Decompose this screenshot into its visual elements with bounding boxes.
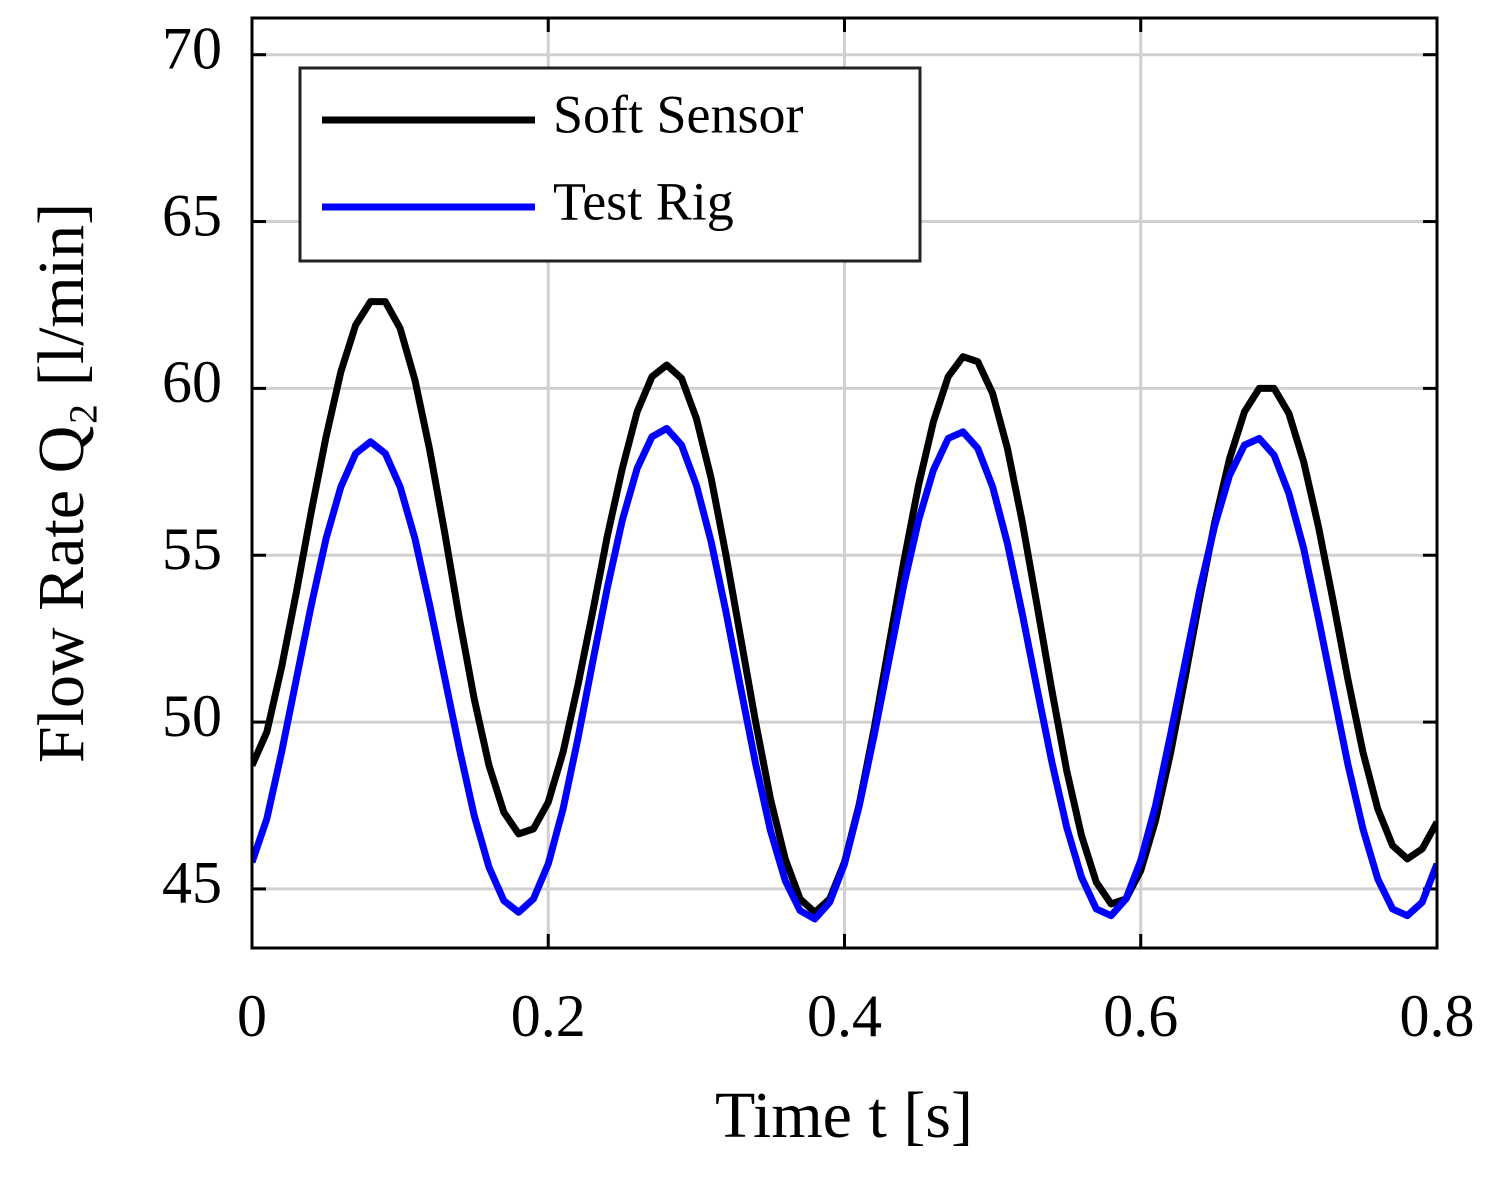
legend-label: Test Rig <box>553 171 734 231</box>
y-tick-label: 45 <box>162 850 222 916</box>
plot-frame <box>250 16 1439 950</box>
legend-box <box>298 66 922 263</box>
y-tick-label: 65 <box>162 182 222 248</box>
x-tick-label: 0.4 <box>807 983 882 1049</box>
x-tick-label: 0.8 <box>1400 983 1475 1049</box>
x-tick-label: 0.2 <box>511 983 586 1049</box>
x-tick-label: 0 <box>237 983 267 1049</box>
y-tick-label: 55 <box>162 516 222 582</box>
x-tick-label: 0.6 <box>1103 983 1178 1049</box>
series-line <box>252 424 1437 923</box>
x-axis-label: Time t [s] <box>715 1079 973 1152</box>
legend-label: Soft Sensor <box>553 84 804 144</box>
y-tick-label: 50 <box>162 683 222 749</box>
y-axis-label: Flow Rate Q₂ [l/min] <box>25 203 98 763</box>
y-tick-label: 60 <box>162 349 222 415</box>
y-tick-label: 70 <box>162 15 222 81</box>
